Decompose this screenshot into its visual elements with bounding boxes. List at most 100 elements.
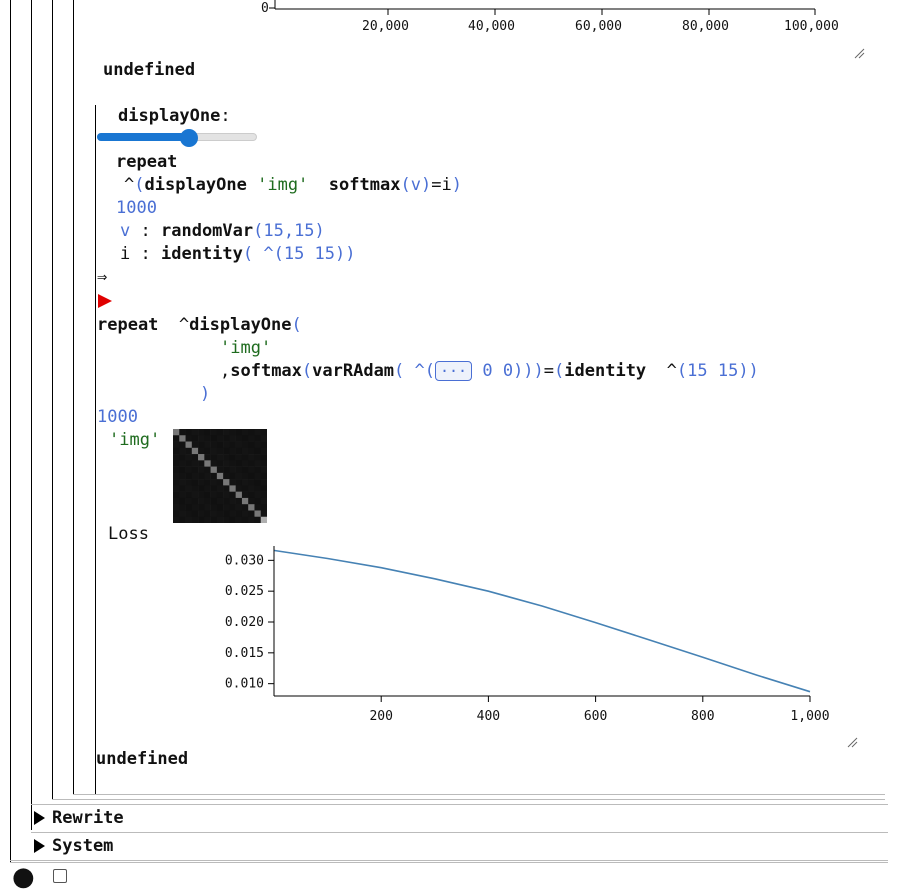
matrix-cell	[185, 447, 193, 455]
run-triangle-icon[interactable]	[97, 293, 113, 309]
matrix-cell	[235, 497, 243, 505]
args-token: 0 0	[482, 361, 514, 381]
resize-handle-icon[interactable]	[853, 47, 865, 59]
matrix-cell	[229, 435, 236, 442]
matrix-cell	[254, 472, 262, 480]
string-token: 'img'	[257, 175, 309, 195]
matrix-cell	[185, 460, 193, 467]
matrix-cell	[216, 447, 224, 455]
matrix-cell	[216, 435, 224, 442]
collapsed-ellipsis-button[interactable]: ···	[435, 361, 473, 381]
function-token: randomVar	[161, 221, 254, 241]
matrix-cell	[191, 497, 199, 505]
matrix-image	[173, 429, 267, 523]
matrix-cell	[241, 454, 249, 461]
matrix-cell	[260, 454, 267, 461]
matrix-cell	[191, 435, 199, 442]
matrix-cell	[229, 497, 236, 505]
matrix-cell	[179, 516, 186, 523]
matrix-cell	[204, 504, 211, 511]
expanded-line-4: )	[200, 384, 211, 404]
matrix-cell	[223, 491, 230, 499]
matrix-cell	[173, 516, 180, 523]
matrix-cell	[210, 454, 218, 461]
matrix-cell	[198, 510, 205, 518]
matrix-cell	[216, 516, 224, 523]
paren-token: )))	[513, 361, 544, 381]
code-line-v: v : randomVar(15,15)	[120, 220, 325, 243]
matrix-cell	[229, 429, 236, 436]
matrix-cell	[191, 516, 199, 523]
matrix-cell	[185, 516, 193, 523]
function-token: softmax	[328, 175, 401, 195]
matrix-cell	[241, 472, 249, 480]
matrix-cell	[254, 460, 262, 467]
caret-token: ^	[666, 361, 677, 381]
matrix-cell	[235, 485, 243, 492]
matrix-cell	[173, 472, 180, 480]
divider	[31, 804, 888, 805]
matrix-cell	[191, 447, 199, 455]
resize-handle-icon[interactable]	[846, 736, 858, 748]
x-tick-label: 200	[369, 709, 392, 724]
arrow-implies: ⇒	[97, 267, 108, 287]
matrix-cell	[173, 435, 180, 442]
matrix-cell	[254, 485, 262, 492]
matrix-cell	[241, 435, 249, 442]
matrix-cell	[179, 435, 186, 442]
paren-token: (	[554, 361, 565, 381]
matrix-cell	[204, 454, 211, 461]
matrix-cell	[204, 435, 211, 442]
function-token: softmax	[230, 361, 302, 381]
matrix-cell	[235, 429, 243, 436]
footer-checkbox[interactable]	[53, 869, 67, 883]
matrix-cell	[173, 429, 180, 436]
section-rewrite[interactable]: Rewrite	[34, 807, 884, 831]
matrix-cell	[248, 479, 255, 486]
matrix-cell	[216, 429, 224, 436]
matrix-cell	[241, 441, 249, 449]
matrix-cell	[229, 460, 236, 467]
matrix-cell	[198, 454, 205, 461]
matrix-cell	[241, 447, 249, 455]
top-chart: 0 20,000 40,000 60,000 80,000 100,000	[255, 0, 875, 45]
matrix-cell	[254, 454, 262, 461]
matrix-cell	[241, 510, 249, 518]
code-line-display: ^(displayOne 'img' softmax(v)=i)	[124, 174, 462, 197]
matrix-cell	[198, 516, 205, 523]
status-dot-icon[interactable]: ●	[12, 862, 35, 892]
matrix-cell	[235, 479, 243, 486]
outer-border-left	[10, 0, 11, 862]
paren-token: (	[134, 175, 145, 195]
matrix-cell	[185, 472, 193, 480]
top-chart-x-tick: 80,000	[682, 19, 729, 34]
matrix-cell	[235, 510, 243, 518]
matrix-cell	[254, 516, 262, 523]
result-undefined-1: undefined	[103, 60, 196, 80]
matrix-cell	[223, 454, 230, 461]
loss-series-line	[274, 549, 811, 693]
paren-token: (	[291, 315, 302, 335]
section-system[interactable]: System	[34, 835, 884, 859]
matrix-cell	[210, 516, 218, 523]
frame-line-3	[73, 0, 74, 795]
matrix-cell	[185, 454, 193, 461]
x-tick-label: 800	[691, 709, 714, 724]
matrix-cell	[260, 491, 267, 499]
display-one-slider[interactable]	[97, 129, 257, 147]
matrix-cell	[254, 447, 262, 455]
matrix-cell	[223, 485, 230, 492]
matrix-cell	[229, 479, 236, 486]
matrix-cell	[185, 485, 193, 492]
variable-token: v	[410, 175, 421, 195]
matrix-cell	[229, 454, 236, 461]
matrix-cell	[204, 516, 211, 523]
matrix-cell	[260, 429, 267, 436]
matrix-cell	[204, 447, 211, 455]
matrix-cell	[179, 441, 186, 449]
matrix-cell	[248, 447, 255, 455]
matrix-cell	[179, 485, 186, 492]
slider-thumb[interactable]	[180, 129, 198, 147]
matrix-cell	[235, 491, 243, 499]
matrix-cell	[179, 510, 186, 518]
